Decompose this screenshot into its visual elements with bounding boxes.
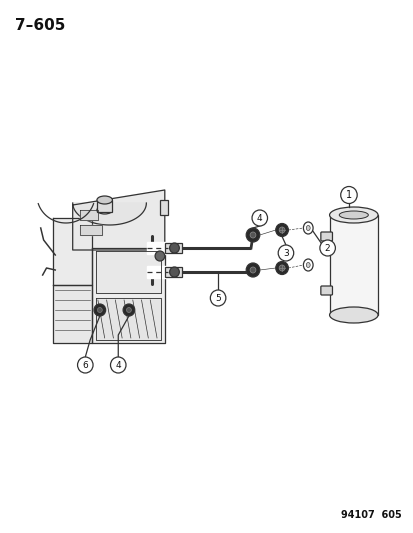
Ellipse shape bbox=[97, 196, 112, 204]
Ellipse shape bbox=[329, 207, 377, 223]
Circle shape bbox=[275, 262, 288, 274]
Polygon shape bbox=[96, 298, 161, 340]
Text: 4: 4 bbox=[115, 361, 121, 370]
Text: 3: 3 bbox=[282, 249, 288, 258]
Bar bbox=[147, 266, 167, 278]
Polygon shape bbox=[96, 251, 161, 293]
Text: 6: 6 bbox=[82, 361, 88, 370]
FancyBboxPatch shape bbox=[320, 286, 332, 295]
Ellipse shape bbox=[97, 206, 112, 214]
Text: 1: 1 bbox=[345, 190, 351, 200]
Text: 7–605: 7–605 bbox=[14, 18, 65, 33]
Bar bbox=[164, 267, 182, 277]
Polygon shape bbox=[73, 203, 146, 225]
Circle shape bbox=[94, 304, 105, 316]
Circle shape bbox=[340, 187, 356, 204]
Polygon shape bbox=[73, 190, 164, 250]
Circle shape bbox=[210, 290, 225, 306]
Circle shape bbox=[278, 227, 284, 233]
Circle shape bbox=[97, 308, 102, 312]
Circle shape bbox=[155, 251, 164, 261]
Bar bbox=[159, 200, 167, 215]
Circle shape bbox=[246, 228, 259, 242]
Circle shape bbox=[278, 265, 284, 271]
FancyBboxPatch shape bbox=[320, 232, 332, 241]
Ellipse shape bbox=[303, 222, 312, 234]
Circle shape bbox=[126, 308, 131, 312]
Circle shape bbox=[77, 357, 93, 373]
Circle shape bbox=[278, 245, 293, 261]
Ellipse shape bbox=[303, 259, 312, 271]
Polygon shape bbox=[53, 218, 92, 285]
Bar bbox=[164, 243, 182, 253]
Circle shape bbox=[246, 263, 259, 277]
Circle shape bbox=[252, 210, 267, 226]
Bar bbox=[329, 215, 377, 315]
Polygon shape bbox=[80, 210, 97, 220]
Text: 94107  605: 94107 605 bbox=[340, 510, 401, 520]
Text: 4: 4 bbox=[256, 214, 262, 223]
Bar bbox=[97, 200, 112, 212]
Polygon shape bbox=[53, 285, 92, 343]
Text: 5: 5 bbox=[215, 294, 221, 303]
Ellipse shape bbox=[338, 211, 368, 219]
Text: 2: 2 bbox=[324, 244, 330, 253]
Circle shape bbox=[110, 357, 126, 373]
Circle shape bbox=[169, 267, 179, 277]
Polygon shape bbox=[92, 248, 164, 343]
Ellipse shape bbox=[329, 307, 377, 323]
Ellipse shape bbox=[306, 225, 309, 230]
Circle shape bbox=[249, 232, 255, 238]
Circle shape bbox=[249, 267, 255, 273]
Circle shape bbox=[275, 223, 288, 237]
Circle shape bbox=[169, 243, 179, 253]
Circle shape bbox=[319, 240, 335, 256]
Ellipse shape bbox=[306, 262, 309, 268]
Bar bbox=[147, 242, 167, 254]
Polygon shape bbox=[80, 225, 102, 235]
Circle shape bbox=[123, 304, 134, 316]
